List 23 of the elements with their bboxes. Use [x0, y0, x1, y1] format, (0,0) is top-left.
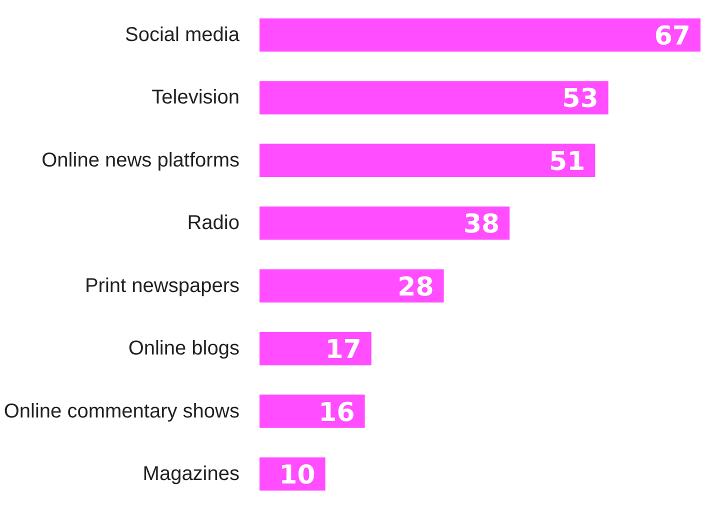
- data-label: 28: [398, 272, 434, 302]
- data-label: 53: [562, 84, 598, 114]
- y-tick-label: Online blogs: [128, 338, 240, 360]
- bar: [260, 144, 596, 178]
- bar: [260, 81, 608, 114]
- y-tick-label: Online commentary shows: [4, 400, 240, 422]
- y-tick-label: Online news platforms: [42, 149, 240, 172]
- data-label: 17: [325, 335, 362, 366]
- data-label: 67: [654, 21, 691, 52]
- data-label: 51: [549, 146, 586, 177]
- data-label: 38: [463, 210, 500, 240]
- y-tick-label: Magazines: [142, 463, 240, 486]
- bar: [260, 332, 372, 366]
- bar: [260, 394, 365, 428]
- y-tick-label: Television: [152, 86, 240, 109]
- y-tick-label: Radio: [187, 212, 240, 234]
- bar: [260, 18, 700, 52]
- data-label: 16: [318, 398, 355, 428]
- bar: [260, 206, 510, 240]
- bar: [260, 269, 444, 302]
- y-tick-label: Social media: [125, 24, 240, 46]
- data-label: 10: [279, 460, 316, 491]
- y-tick-label: Print newspapers: [84, 274, 240, 297]
